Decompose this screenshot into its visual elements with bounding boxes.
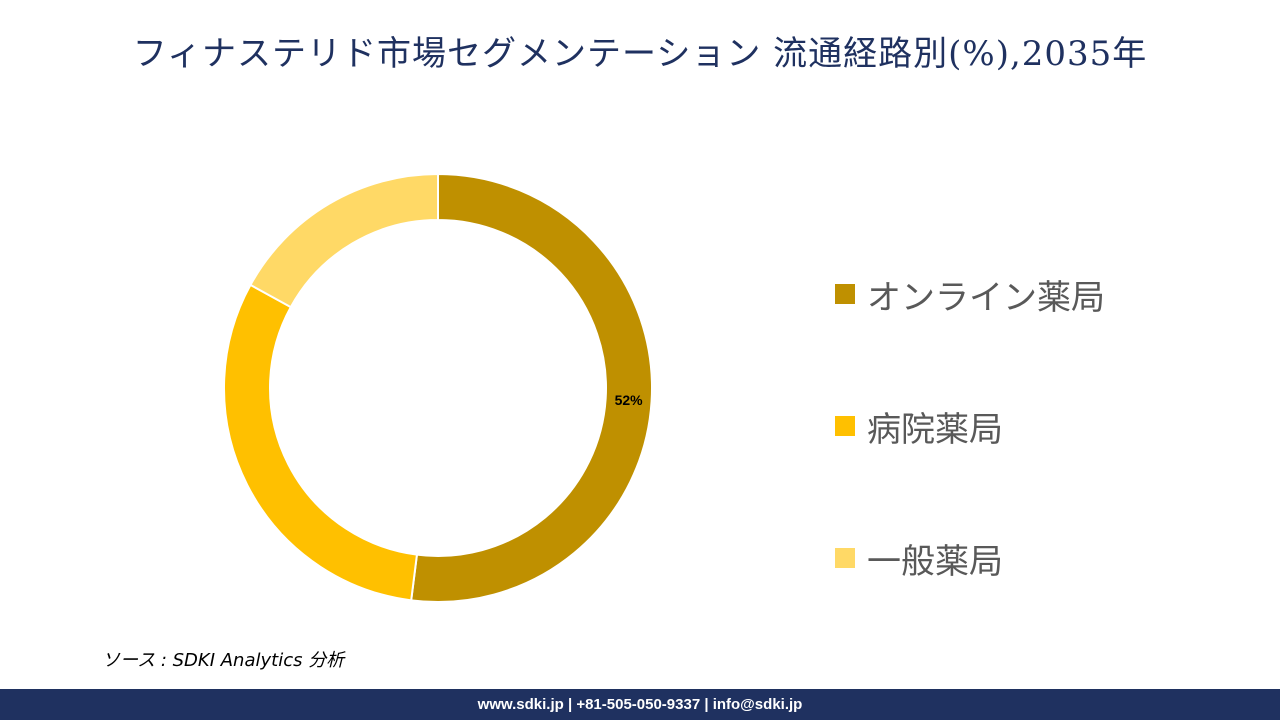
legend-item-retail-pharmacy: 一般薬局: [835, 532, 1105, 584]
legend-label-hospital-pharmacy: 病院薬局: [867, 409, 1003, 450]
legend-item-online-pharmacy: オンライン薬局: [835, 268, 1105, 320]
chart-title: フィナステリド市場セグメンテーション 流通経路別(%),2035年: [132, 34, 1148, 74]
data-label-online-pharmacy: 52%: [615, 392, 644, 408]
chart-legend: オンライン薬局 病院薬局 一般薬局: [835, 268, 1105, 664]
footer-contact-bar: www.sdki.jp | +81-505-050-9337 | info@sd…: [0, 689, 1280, 720]
legend-label-retail-pharmacy: 一般薬局: [867, 541, 1003, 582]
legend-swatch-retail-pharmacy: [835, 548, 855, 568]
donut-slice-online-pharmacy: [410, 172, 653, 603]
legend-swatch-hospital-pharmacy: [835, 416, 855, 436]
legend-swatch-online-pharmacy: [835, 284, 855, 304]
donut-slice-retail-pharmacy: [249, 172, 439, 309]
legend-label-online-pharmacy: オンライン薬局: [867, 277, 1105, 318]
donut-slice-hospital-pharmacy: [223, 283, 419, 602]
legend-item-hospital-pharmacy: 病院薬局: [835, 400, 1105, 452]
source-note: ソース : SDKI Analytics 分析: [102, 650, 345, 671]
